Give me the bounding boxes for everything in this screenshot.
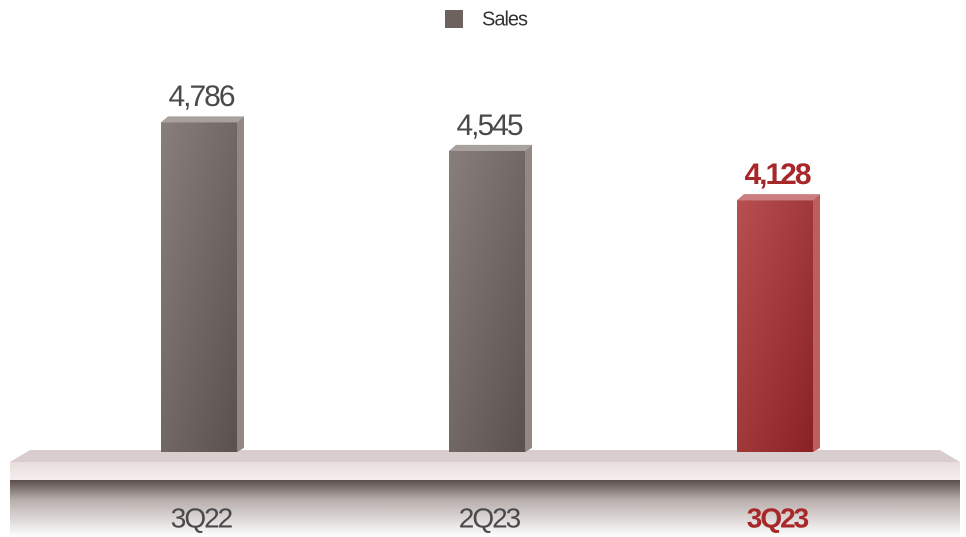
bar-shine bbox=[161, 122, 237, 452]
platform-top bbox=[10, 450, 960, 462]
value-label: 4,545 bbox=[456, 109, 522, 142]
bar-side bbox=[813, 194, 820, 453]
value-label: 4,128 bbox=[744, 158, 810, 191]
x-tick-label: 2Q23 bbox=[459, 502, 521, 533]
legend-label: Sales bbox=[482, 8, 528, 30]
legend-swatch bbox=[445, 10, 463, 28]
bar-top bbox=[449, 144, 532, 151]
bar-top bbox=[161, 116, 244, 123]
bar-shine bbox=[449, 150, 525, 452]
bar-side bbox=[237, 116, 244, 452]
bar-top bbox=[737, 194, 820, 201]
platform-front bbox=[10, 462, 960, 480]
bar-side bbox=[525, 144, 532, 452]
x-tick-label: 3Q22 bbox=[171, 502, 233, 533]
value-label: 4,786 bbox=[168, 80, 234, 113]
bar-shine bbox=[737, 200, 813, 452]
x-tick-label: 3Q23 bbox=[747, 502, 809, 533]
platform-shadow bbox=[10, 480, 960, 537]
